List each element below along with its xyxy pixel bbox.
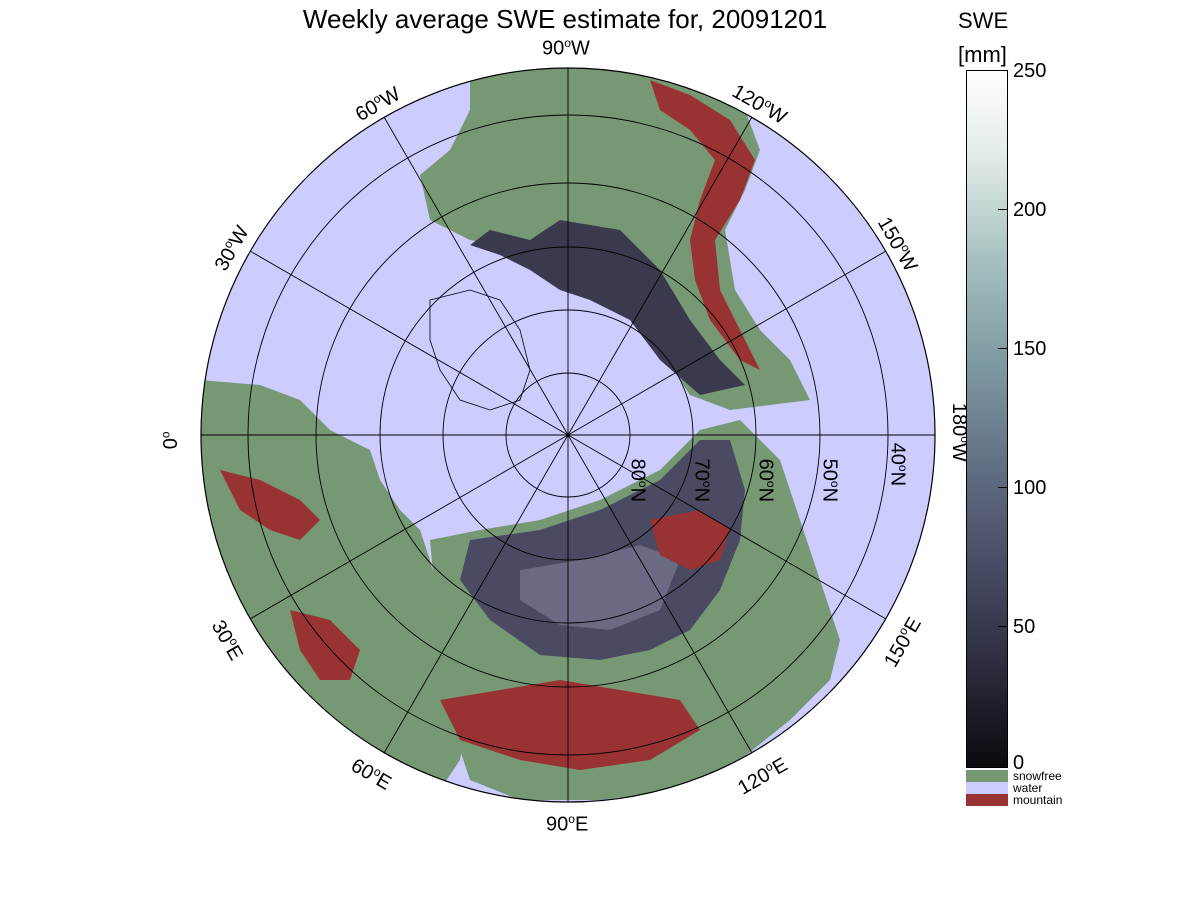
colorbar-title-line1: SWE	[958, 8, 1009, 33]
legend-label-water: water	[1013, 781, 1043, 795]
lat-label-60: 60oN	[754, 458, 779, 503]
colorbar-tick-label-0: 0	[1013, 752, 1025, 774]
landmass-greenland	[429, 289, 531, 411]
colorbar-tick	[998, 626, 1008, 627]
mountain-alps	[220, 470, 320, 540]
legend-label-mountain: mountain	[1013, 793, 1063, 807]
legend-label-snowfree: snowfree	[1013, 769, 1062, 783]
lat-label-50: 50oN	[818, 458, 843, 503]
colorbar-title: SWE [mm]	[958, 4, 1008, 72]
legend-swatch-mountain	[966, 794, 1008, 806]
lat-label-80: 80oN	[626, 458, 651, 503]
colorbar-tick	[998, 348, 1008, 349]
colorbar-tick	[998, 487, 1008, 488]
legend-swatch-snowfree	[966, 770, 1008, 782]
lon-label-90e: 90oE	[546, 812, 589, 836]
colorbar-tick-label-100: 100	[1013, 477, 1047, 499]
meridian-150w-30e	[249, 250, 887, 620]
mountain-east-siberia	[650, 510, 730, 570]
lat-label-40: 40oN	[886, 442, 911, 487]
colorbar-tick	[998, 70, 1008, 71]
lon-label-0: 0o	[158, 431, 183, 450]
mountain-rockies	[650, 80, 760, 370]
map-title: Weekly average SWE estimate for, 2009120…	[302, 4, 828, 34]
colorbar-tick	[998, 209, 1008, 210]
colorbar-tick-label-50: 50	[1013, 616, 1036, 638]
colorbar-tick-label-200: 200	[1013, 199, 1047, 221]
legend-swatch-water	[966, 782, 1008, 794]
colorbar-title-line2: [mm]	[958, 42, 1007, 67]
lat-label-70: 70oN	[690, 458, 715, 503]
colorbar-tick-label-150: 150	[1013, 338, 1047, 360]
snow-canada	[470, 220, 745, 395]
lon-label-90w: 90oW	[542, 36, 590, 60]
swe-colorbar	[966, 70, 1008, 768]
colorbar-tick-label-250: 250	[1013, 60, 1047, 82]
